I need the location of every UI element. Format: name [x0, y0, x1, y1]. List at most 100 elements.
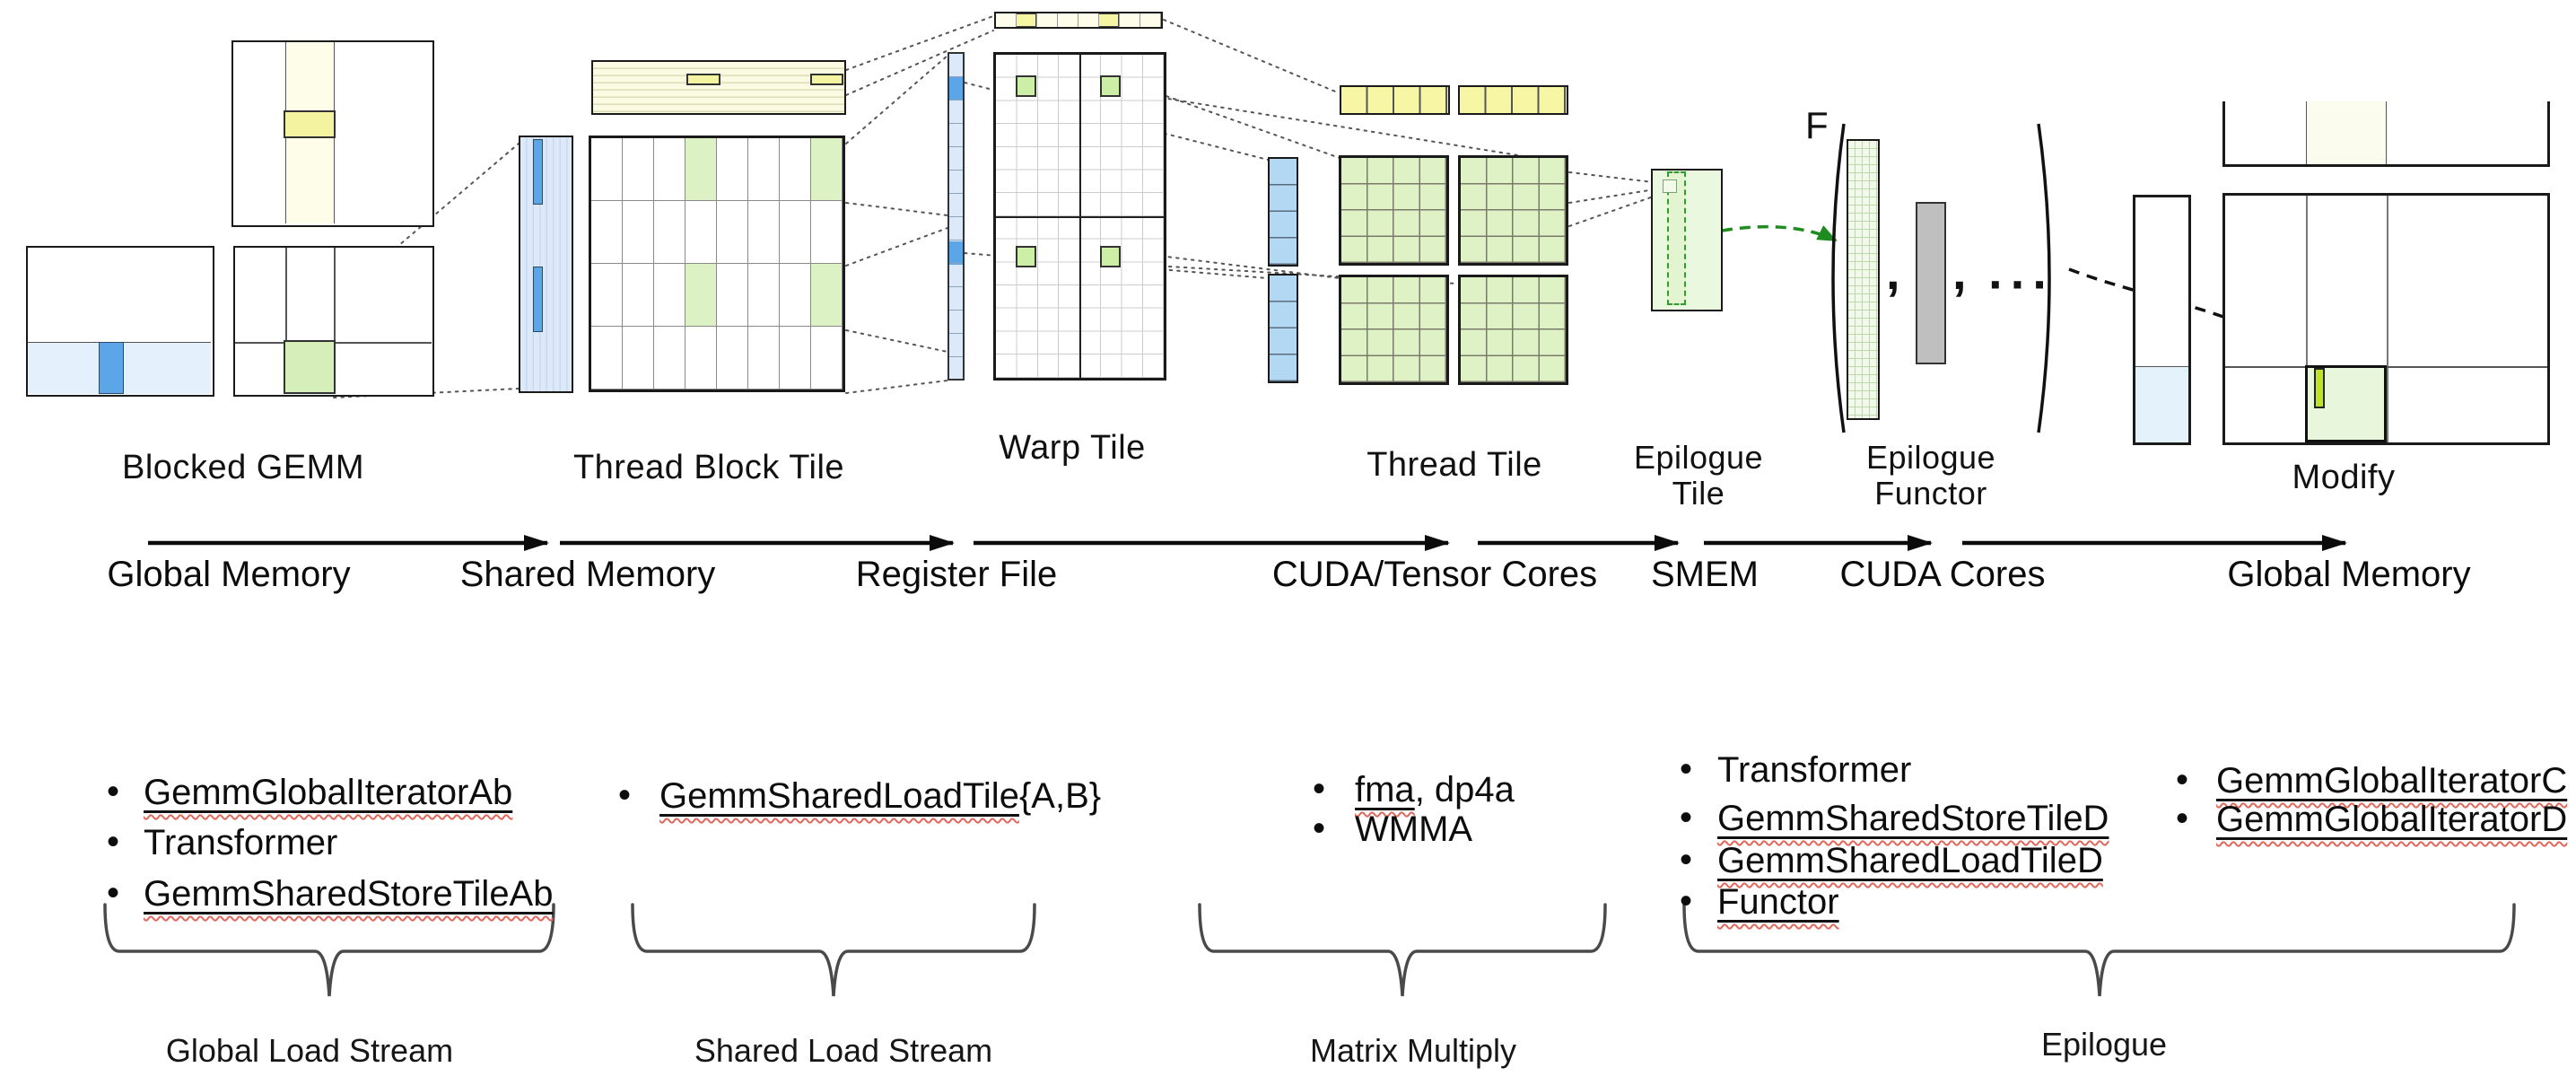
thread-tile-grid-br-lines [1461, 277, 1566, 382]
list-bullet: • [1680, 881, 1693, 921]
list-item-text-underlined: Functor [1717, 882, 1839, 922]
tbt-green-cell [811, 264, 843, 327]
warp-green-cell [1016, 75, 1036, 97]
modify-a-row-band [2135, 366, 2188, 442]
warp-b-highlight-1 [1016, 13, 1036, 27]
list-item-text-underlined: GemmSharedStoreTileD [1717, 799, 2109, 838]
register-a-strip-1-lines [1270, 159, 1297, 265]
list-bullet: • [107, 772, 120, 811]
list-item: GemmGlobalIteratorC [2216, 760, 2567, 801]
warp-mid-divider-h [996, 216, 1164, 218]
modify-c-gridline-v2 [2387, 196, 2388, 442]
functor-accumulator-hatch [1848, 141, 1878, 418]
list-bullet: • [2176, 760, 2189, 800]
register-a-strip-2-lines [1270, 276, 1297, 381]
functor-comma-1: , [1886, 243, 1900, 300]
thread-tile-grid-tl-lines [1341, 158, 1446, 263]
list-item-text-underlined: GemmGlobalIteratorD [2216, 800, 2568, 839]
warp-tile-grid [993, 52, 1166, 381]
warp-a-strip-lines [949, 54, 963, 379]
epilogue-tile [1651, 169, 1723, 311]
functor-source-column [1916, 202, 1946, 364]
stage-global-memory-left: Global Memory [107, 555, 351, 594]
list-item-text-underlined: fma [1355, 770, 1415, 809]
list-item-text: Transformer [144, 823, 338, 862]
matrix-c-gridline-v2 [334, 248, 336, 394]
thread-b-strip-2-lines [1460, 87, 1567, 113]
modify-b-column-band [2306, 101, 2387, 164]
modify-c-gridline-v1 [2306, 196, 2308, 442]
functor-f-symbol: F [1805, 104, 1829, 146]
warp-a-highlight-1 [949, 77, 963, 101]
matrix-a-selected-block [99, 342, 124, 394]
list-bullet: • [2176, 799, 2189, 838]
matrix-c-selected-tile [284, 340, 336, 394]
stage-cuda-cores: CUDA Cores [1839, 555, 2046, 594]
blocked-gemm-matrix-c [233, 246, 434, 397]
list-item: Functor [1717, 881, 1839, 923]
list-item: GemmSharedLoadTileD [1717, 840, 2103, 881]
blocked-gemm-label: Blocked GEMM [122, 449, 364, 486]
epilogue-tile-fragment [1663, 179, 1677, 193]
stage-register-file: Register File [855, 555, 1058, 594]
warp-a-highlight-2 [949, 241, 963, 265]
tbt-b-fragment-2 [810, 74, 843, 85]
blocked-gemm-matrix-b [231, 40, 434, 227]
tbt-a-fragment-2 [533, 267, 543, 332]
warp-a-strip [947, 52, 965, 381]
list-item-text-underlined: GemmGlobalIteratorAb [144, 773, 513, 812]
list-bullet: • [107, 822, 120, 862]
list-item: Transformer [1717, 749, 1911, 791]
tbt-b-fragment-1 [686, 74, 720, 85]
warp-green-cell [1016, 246, 1036, 267]
blocked-gemm-matrix-a [26, 246, 214, 397]
thread-tile-grid-tl [1339, 155, 1449, 266]
tbt-green-cell [811, 138, 843, 201]
matrix-c-gridline-v1 [285, 248, 287, 394]
list-item: fma, dp4a [1355, 769, 1515, 810]
thread-block-tile-label: Thread Block Tile [572, 449, 845, 486]
list-item-text: Transformer [1717, 750, 1912, 790]
tbt-shared-a-bar [519, 136, 573, 393]
epilogue-functor-label-line1: Epilogue [1865, 439, 1996, 476]
phase-braces [103, 903, 2516, 997]
warp-b-strip [994, 12, 1163, 29]
list-item: WMMA [1355, 809, 1472, 850]
epilogue-tile-label-line1: Epilogue [1633, 439, 1764, 476]
list-item: GemmGlobalIteratorAb [144, 772, 512, 813]
list-item: Transformer [144, 822, 337, 863]
epilogue-tile-dashed-column [1667, 171, 1686, 305]
list-bullet: • [1680, 840, 1693, 879]
thread-b-strip-2 [1458, 85, 1568, 115]
matrix-b-selected-block [284, 110, 336, 138]
list-bullet: • [1313, 769, 1326, 809]
epilogue-tile-label-line2: Tile [1672, 475, 1725, 512]
thread-b-strip-1-lines [1341, 87, 1448, 113]
epilogue-functor-label-line2: Functor [1874, 475, 1987, 512]
functor-parentheses [1831, 123, 2051, 433]
stage-global-memory-right: Global Memory [2227, 555, 2471, 594]
tbt-green-cell [685, 264, 717, 327]
list-item: GemmSharedStoreTileD [1717, 798, 2109, 839]
tbt-shared-b-bar [591, 60, 846, 115]
thread-tile-grid-br [1458, 275, 1568, 385]
stage-cuda-tensor-cores: CUDA/Tensor Cores [1271, 555, 1598, 594]
register-a-strip-1 [1268, 157, 1298, 267]
tbt-gridlines [591, 138, 843, 389]
list-item: GemmSharedStoreTileAb [144, 873, 553, 914]
tbt-accumulator-grid [589, 136, 845, 392]
thread-tile-grid-bl [1339, 275, 1449, 385]
warp-tile-label: Warp Tile [999, 429, 1146, 467]
list-bullet: • [1680, 798, 1693, 837]
warp-b-highlight-2 [1098, 13, 1119, 27]
modify-label: Modify [2292, 459, 2396, 496]
functor-ellipsis: ··· [1988, 256, 2055, 312]
list-bullet: • [107, 873, 120, 913]
zoom-connector-lines [284, 15, 1662, 398]
phase-global-load-stream: Global Load Stream [165, 1032, 454, 1069]
modify-matrix-c [2222, 193, 2550, 445]
list-item-text: WMMA [1355, 809, 1473, 849]
modify-matrix-b-partial [2222, 101, 2550, 167]
thread-tile-grid-tr [1458, 155, 1568, 266]
tbt-green-cell [685, 138, 717, 201]
